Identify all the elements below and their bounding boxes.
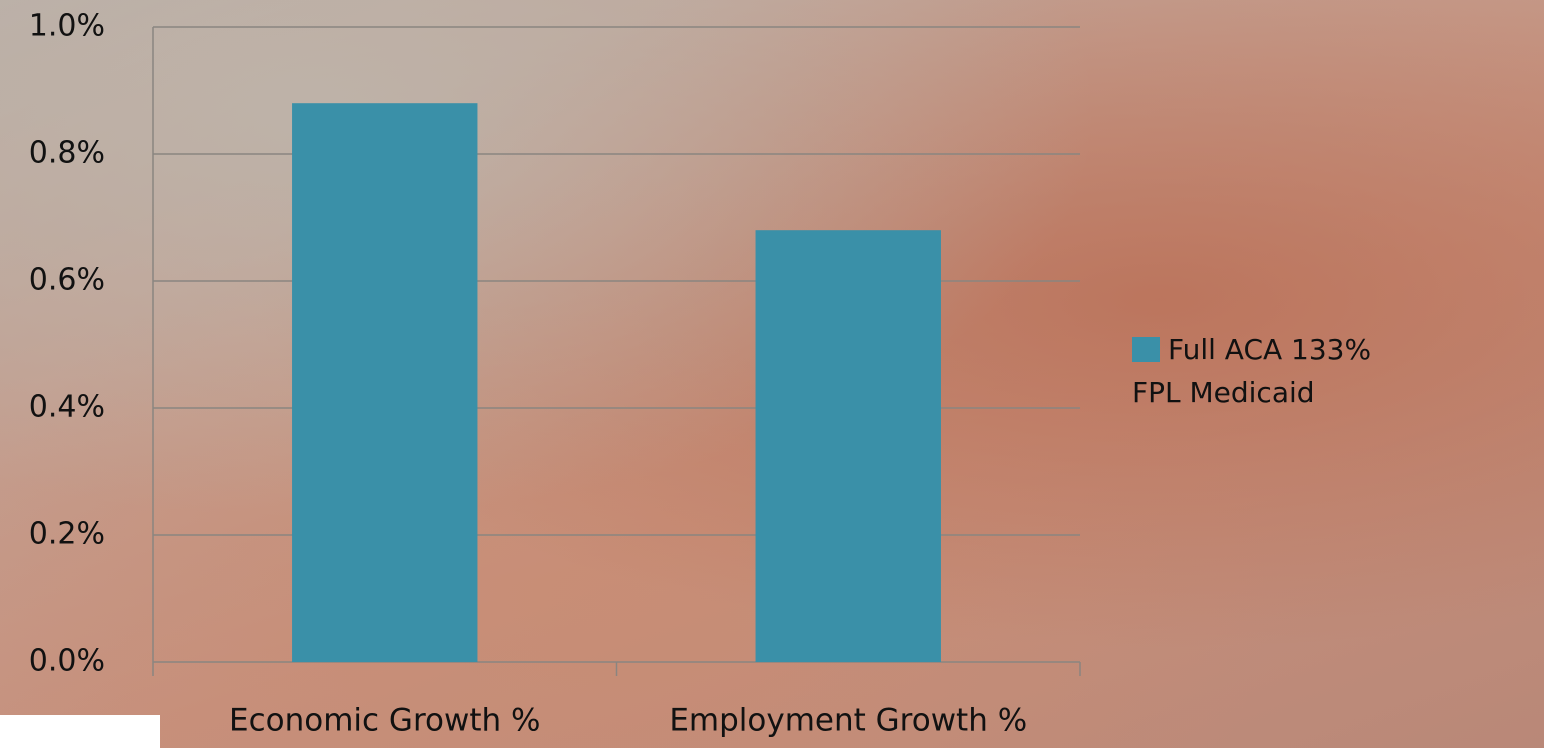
- y-tick-label: 0.6%: [29, 263, 105, 298]
- bar: [292, 103, 478, 662]
- x-tick-label: Economic Growth %: [229, 703, 540, 739]
- y-tick-label: 0.8%: [29, 136, 105, 171]
- x-tick-label: Employment Growth %: [669, 703, 1027, 739]
- y-tick-label: 0.4%: [29, 390, 105, 425]
- y-tick-label: 0.0%: [29, 644, 105, 679]
- legend-label: Full ACA 133% FPL Medicaid: [1132, 333, 1372, 409]
- legend-swatch: [1132, 337, 1160, 362]
- y-tick-label: 0.2%: [29, 517, 105, 552]
- white-patch: [0, 715, 160, 748]
- bar: [755, 230, 941, 662]
- y-tick-label: 1.0%: [29, 9, 105, 44]
- legend: Full ACA 133% FPL Medicaid: [1132, 328, 1402, 414]
